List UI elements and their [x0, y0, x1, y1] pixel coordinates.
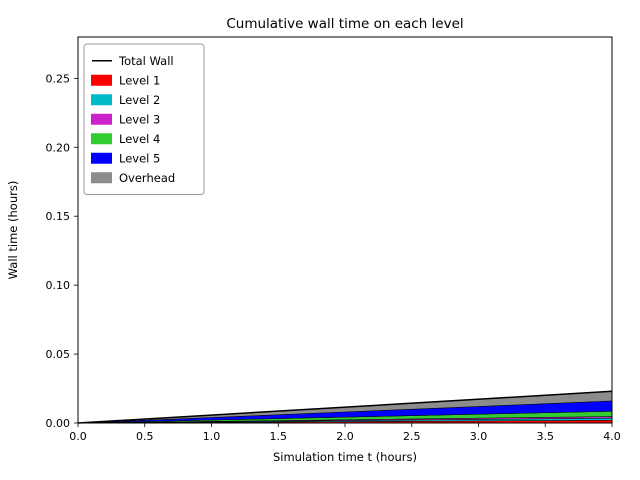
legend-box — [83, 43, 205, 195]
y-tick-label: 0.00 — [46, 417, 71, 430]
legend-label-level-1: Level 1 — [119, 73, 160, 87]
x-tick-label: 1.0 — [203, 430, 221, 443]
x-tick-label: 0.0 — [69, 430, 87, 443]
x-tick-label: 3.0 — [470, 430, 488, 443]
x-tick-label: 2.5 — [403, 430, 421, 443]
y-tick-label: 0.25 — [46, 72, 71, 85]
x-tick-label: 4.0 — [603, 430, 621, 443]
y-tick-label: 0.15 — [46, 210, 71, 223]
x-tick-label: 0.5 — [136, 430, 154, 443]
legend-swatch-level-5 — [91, 152, 112, 164]
legend-swatch-level-2 — [91, 94, 112, 106]
legend-label-level-3: Level 3 — [119, 112, 160, 126]
legend-swatch-level-4 — [91, 133, 112, 145]
legend-swatch-level-3 — [91, 113, 112, 125]
legend: Total Wall Level 1 Level 2 Level 3 Level 4 Le… — [83, 43, 205, 195]
legend-label-overhead: Overhead — [119, 171, 175, 185]
plot-frame — [77, 36, 613, 424]
total-wall-line — [77, 390, 613, 424]
y-tick-label: 0.05 — [46, 348, 71, 361]
x-axis-label: Simulation time t (hours) — [273, 450, 417, 464]
total-wall-line-layer — [77, 390, 613, 424]
legend-label-level-2: Level 2 — [119, 93, 160, 107]
x-tick-label: 2.0 — [336, 430, 354, 443]
chart-title: Cumulative wall time on each level — [226, 16, 463, 32]
legend-swatch-level-1 — [91, 74, 112, 86]
y-axis-label: Wall time (hours) — [6, 181, 20, 280]
legend-label-level-4: Level 4 — [119, 132, 160, 146]
legend-swatch-overhead — [91, 172, 112, 184]
legend-label-level-5: Level 5 — [119, 151, 160, 165]
y-tick-label: 0.10 — [46, 279, 71, 292]
y-tick-label: 0.20 — [46, 141, 71, 154]
x-tick-label: 3.5 — [537, 430, 555, 443]
axis-ticks: 0.0 0.5 1.0 1.5 2.0 2.5 3.0 3.5 4.0 0.00 0.05 0.10 0… — [46, 72, 621, 443]
legend-label-total-wall: Total Wall — [118, 54, 174, 68]
x-tick-label: 1.5 — [270, 430, 288, 443]
